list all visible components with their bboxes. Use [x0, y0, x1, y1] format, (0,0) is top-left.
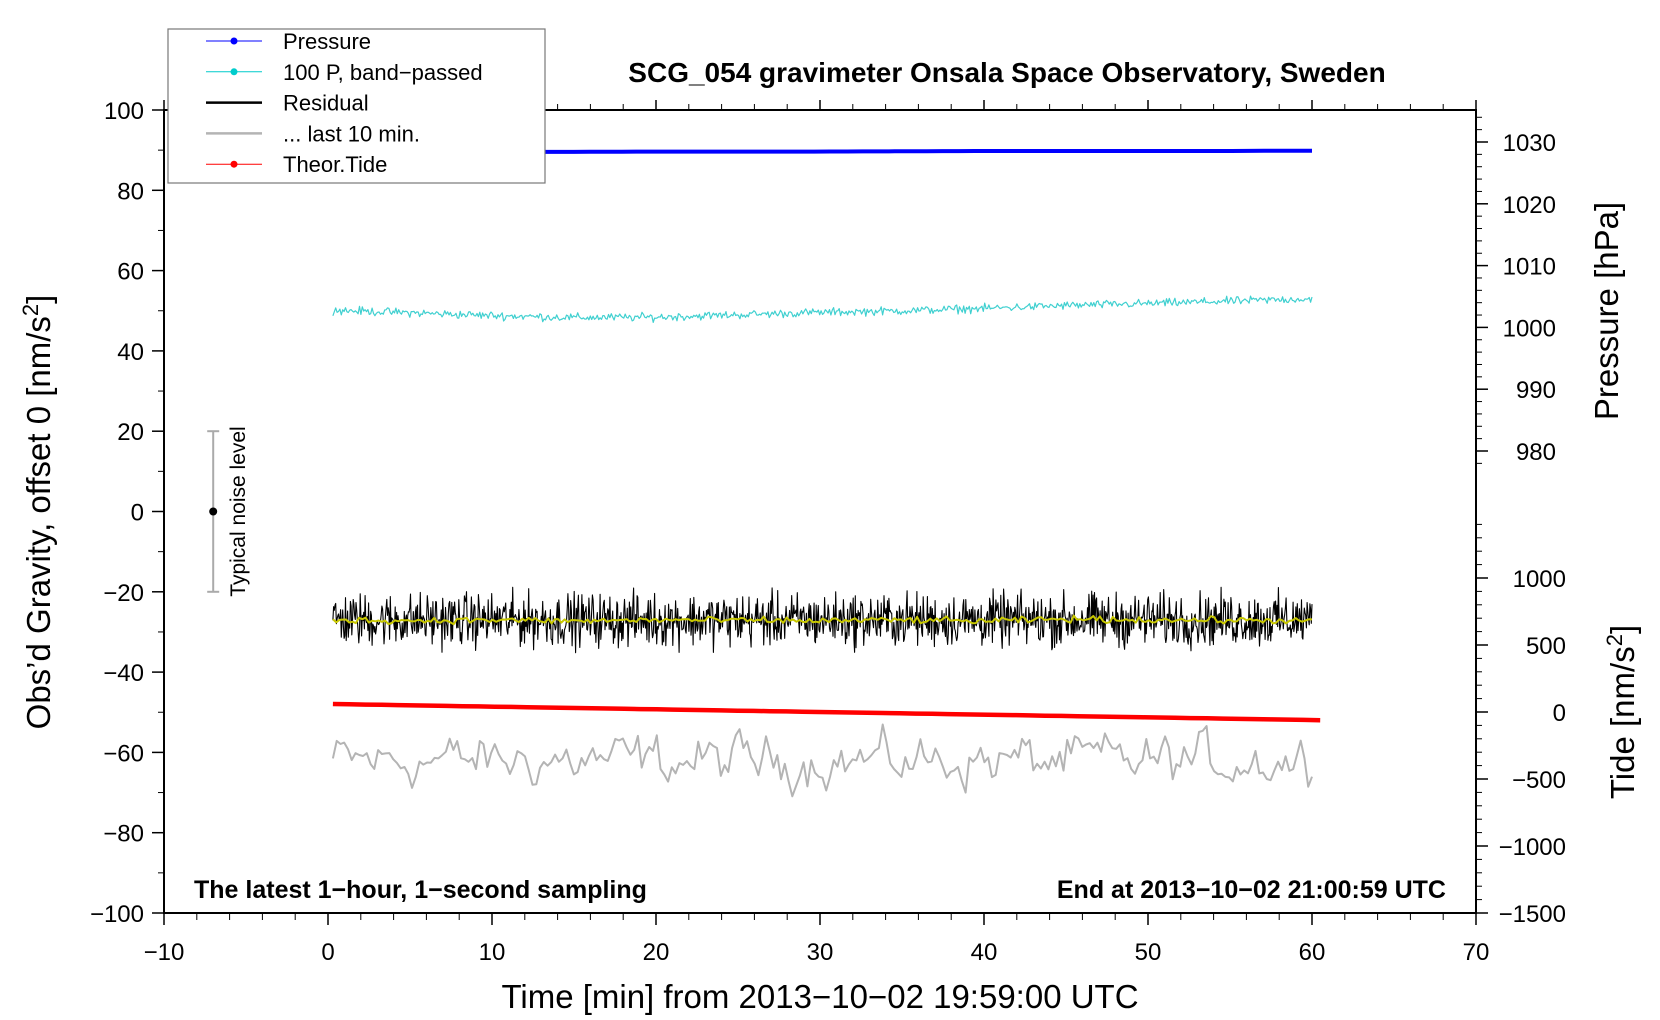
pressure-tick-label: 990	[1516, 377, 1556, 404]
legend-item: Pressure	[206, 29, 371, 54]
series-line--last-10-min-	[331, 723, 1313, 798]
x-tick-label: 50	[1135, 939, 1162, 966]
y-left-tick-label: 0	[131, 500, 144, 527]
y-left-tick-label: −60	[103, 740, 144, 767]
x-tick-label: 0	[321, 939, 334, 966]
annotation-right: End at 2013−10−02 21:00:59 UTC	[1057, 876, 1446, 904]
data-series	[331, 148, 1321, 798]
x-tick-label: 10	[479, 939, 506, 966]
x-tick-label: −10	[144, 939, 185, 966]
x-axis-label: Time [min] from 2013−10−02 19:59:00 UTC	[501, 978, 1138, 1015]
x-tick-label: 60	[1299, 939, 1326, 966]
axis-ticks: −10 0 10 20 30 40 50 60 70100806040200−20−40−60−…	[90, 98, 1566, 966]
plot-frame	[163, 109, 1477, 914]
y-left-tick-label: 60	[117, 259, 144, 286]
tide-tick-label: 0	[1553, 700, 1566, 727]
tide-tick-label: 1000	[1513, 566, 1566, 593]
y-left-tick-label: 40	[117, 339, 144, 366]
legend: Pressure 100 P, band−passed Residual ... la…	[167, 28, 546, 184]
legend-marker	[230, 68, 238, 76]
legend-marker	[230, 37, 238, 45]
y-axis-pressure-label: Pressure [hPa]	[1588, 202, 1625, 420]
pressure-tick-label: 1010	[1503, 254, 1556, 281]
chart-title: SCG_054 gravimeter Onsala Space Observat…	[628, 57, 1385, 88]
legend-item: 100 P, band−passed	[206, 60, 483, 85]
y-left-tick-label: 80	[117, 178, 144, 205]
tide-tick-label: 500	[1526, 633, 1566, 660]
legend-label: Theor.Tide	[283, 152, 387, 177]
x-tick-label: 70	[1463, 939, 1490, 966]
legend-item: Residual	[206, 91, 369, 116]
tide-tick-label: −1500	[1499, 901, 1566, 928]
y-axis-left-label: Obs’d Gravity, offset 0 [nm/s2]	[18, 295, 57, 730]
y-left-tick-label: −100	[90, 901, 144, 928]
tide-tick-label: −500	[1512, 767, 1566, 794]
series-line-residual-smoothed	[332, 614, 1313, 626]
legend-label: Pressure	[283, 29, 371, 54]
y-left-tick-label: 100	[104, 98, 144, 125]
y-left-tick-label: 20	[117, 419, 144, 446]
pressure-tick-label: 1030	[1503, 130, 1556, 157]
y-axis-tide-label: Tide [nm/s2]	[1602, 625, 1641, 799]
y-left-tick-label: −80	[103, 821, 144, 848]
pressure-tick-label: 1020	[1503, 192, 1556, 219]
tide-tick-label: −1000	[1499, 834, 1566, 861]
legend-item: ... last 10 min.	[206, 121, 420, 146]
legend-label: ... last 10 min.	[283, 121, 420, 146]
x-tick-label: 30	[807, 939, 834, 966]
annotation-left: The latest 1−hour, 1−second sampling	[194, 876, 647, 904]
legend-item: Theor.Tide	[206, 152, 387, 177]
legend-label: Residual	[283, 91, 369, 116]
series-line-100-p-band-passed	[332, 295, 1313, 323]
y-left-tick-label: −40	[103, 660, 144, 687]
y-left-tick-label: −20	[103, 580, 144, 607]
series-line-residual	[332, 586, 1313, 654]
noise-bar-dot	[209, 507, 218, 516]
legend-box	[167, 28, 546, 184]
noise-bar-label: Typical noise level	[227, 426, 250, 596]
x-tick-label: 40	[971, 939, 998, 966]
pressure-tick-label: 1000	[1503, 315, 1556, 342]
legend-label: 100 P, band−passed	[283, 60, 483, 85]
noise-bar: Typical noise level	[207, 426, 250, 597]
series-line-theor-tide	[332, 701, 1321, 723]
x-tick-label: 20	[643, 939, 670, 966]
pressure-tick-label: 980	[1516, 439, 1556, 466]
legend-marker	[230, 160, 238, 168]
